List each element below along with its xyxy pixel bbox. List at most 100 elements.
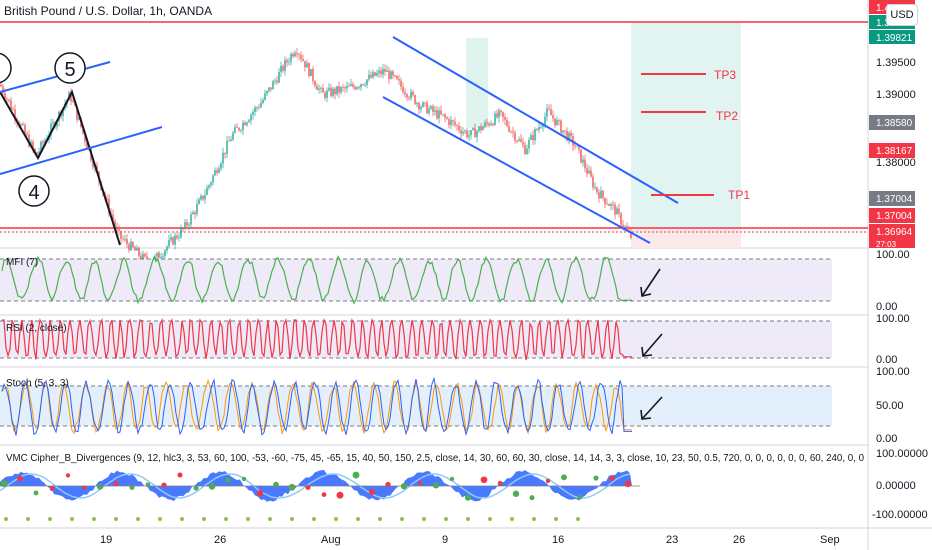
mfi-line[interactable]	[1, 255, 632, 305]
wave-label-circle[interactable]	[54, 52, 86, 84]
candle-body	[348, 85, 350, 87]
vmc-signal-dot	[113, 481, 119, 486]
currency-button[interactable]: USD	[886, 4, 918, 26]
vmc-bottom-dot	[202, 517, 206, 521]
candle-body	[136, 247, 138, 251]
candle-body	[120, 230, 122, 239]
candle-body	[328, 87, 330, 91]
wave-path[interactable]	[0, 89, 121, 246]
candle-body	[360, 84, 362, 88]
wave-label-circle-partial[interactable]	[0, 52, 12, 84]
time-tick: 26	[733, 534, 745, 546]
candle-body	[592, 176, 594, 188]
candle-body	[8, 99, 10, 101]
candle-body	[460, 130, 462, 134]
stoch-d-line[interactable]	[1, 378, 632, 436]
vmc-signal-dot	[193, 485, 199, 491]
candle-body	[340, 87, 342, 93]
candlestick-series[interactable]	[0, 47, 632, 271]
stop-zone[interactable]	[631, 228, 741, 248]
candle-body	[276, 80, 278, 83]
price-tag-box	[869, 30, 915, 44]
candle-body	[578, 146, 580, 150]
candle-body	[186, 222, 188, 226]
price-tick: 1.38000	[876, 157, 916, 169]
candle-body	[326, 90, 328, 98]
target-zone[interactable]	[631, 22, 741, 228]
candle-body	[292, 54, 294, 57]
mfi-title[interactable]: MFI (7)	[6, 257, 38, 268]
candle-body	[480, 126, 482, 131]
stoch-title[interactable]: Stoch (5, 3, 3)	[6, 378, 69, 389]
candle-body	[576, 146, 578, 147]
symbol-title[interactable]: British Pound / U.S. Dollar, 1h, OANDA	[4, 4, 212, 18]
candle-body	[62, 107, 64, 117]
candle-body	[346, 85, 348, 89]
candle-body	[0, 84, 2, 87]
candle-body	[336, 86, 338, 95]
rsi-line[interactable]	[2, 317, 632, 361]
wave-trendline-upper[interactable]	[0, 61, 111, 93]
candle-body	[458, 125, 460, 131]
channel-upper[interactable]	[392, 36, 679, 204]
candle-body	[238, 127, 240, 131]
candle-body	[86, 141, 88, 149]
candle-body	[44, 140, 46, 144]
vmc-signal-dot	[545, 478, 551, 484]
vmc-bottom-dot	[48, 517, 52, 521]
candle-body	[286, 60, 288, 63]
candle-body	[174, 235, 176, 245]
candle-body	[32, 141, 34, 149]
rsi-title[interactable]: RSI (2, close)	[6, 323, 67, 334]
vmc-signal-dot	[352, 471, 360, 479]
candle-body	[306, 63, 308, 68]
candle-body	[630, 231, 632, 238]
candle-body	[522, 141, 524, 145]
vmc-title[interactable]: VMC Cipher_B_Divergences (9, 12, hlc3, 3…	[6, 453, 864, 464]
candle-body	[288, 61, 290, 63]
candle-body	[568, 132, 570, 141]
wave-trendline-lower[interactable]	[0, 126, 163, 175]
vmc-signal-dot	[65, 473, 71, 478]
vmc-bottom-dot	[4, 517, 8, 521]
candle-body	[302, 58, 304, 61]
vmc-bottom-dot	[246, 517, 250, 521]
candle-body	[92, 160, 94, 168]
channel-lower[interactable]	[382, 96, 651, 244]
vmc-signal-dot	[512, 490, 520, 497]
candle-body	[34, 148, 36, 153]
candle-body	[474, 128, 476, 138]
vmc-bottom-dot	[466, 517, 470, 521]
candle-body	[502, 111, 504, 118]
candle-body	[230, 139, 232, 142]
candle-body	[518, 139, 520, 141]
vmc-bottom-dot	[576, 517, 580, 521]
candle-body	[162, 255, 164, 257]
wave-label-circle[interactable]	[18, 175, 50, 207]
stoch-k-line[interactable]	[1, 376, 632, 437]
candle-body	[466, 130, 468, 137]
candle-body	[404, 92, 406, 95]
vmc-bottom-dot	[312, 517, 316, 521]
candle-body	[118, 229, 120, 231]
candle-body	[258, 107, 260, 109]
vmc-cipher-series[interactable]	[0, 470, 632, 521]
candle-body	[368, 74, 370, 80]
price-tick: 1.39500	[876, 57, 916, 69]
candle-body	[184, 222, 186, 229]
candle-body	[372, 72, 374, 78]
candle-body	[600, 190, 602, 199]
vmc-signal-dot	[0, 480, 8, 487]
mfi-level-label: 0.00	[876, 301, 897, 313]
candle-body	[514, 132, 516, 141]
candle-body	[274, 80, 276, 82]
countdown-tag: 27:03	[876, 240, 897, 249]
candle-body	[380, 70, 382, 75]
candle-body	[610, 203, 612, 206]
candle-body	[538, 127, 540, 130]
candle-body	[426, 102, 428, 114]
vmc-signal-dot	[480, 476, 488, 484]
candle-body	[170, 237, 172, 241]
